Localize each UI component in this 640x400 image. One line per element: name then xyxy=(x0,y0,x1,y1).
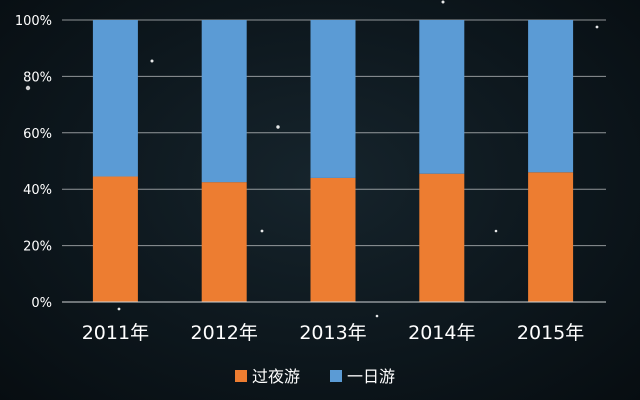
y-tick-label: 80% xyxy=(23,70,52,85)
sparkle-dot xyxy=(25,85,31,91)
background-sparkles xyxy=(25,0,599,318)
bar-series xyxy=(92,20,574,302)
x-tick-label: 2014年 xyxy=(408,322,475,344)
y-tick-label: 100% xyxy=(15,14,52,29)
legend-swatch xyxy=(330,370,342,382)
x-tick-label: 2012年 xyxy=(191,322,258,344)
sparkle-dot xyxy=(117,307,121,311)
bar-segment xyxy=(310,20,356,178)
sparkle-dot xyxy=(375,314,379,318)
x-tick-label: 2015年 xyxy=(517,322,584,344)
y-tick-label: 40% xyxy=(23,183,52,198)
bar-segment xyxy=(528,20,574,173)
y-tick-label: 20% xyxy=(23,240,52,255)
sparkle-dot xyxy=(150,59,154,63)
bar-segment xyxy=(92,20,138,177)
bar-segment xyxy=(201,182,247,302)
legend: 过夜游 一日游 xyxy=(235,367,395,386)
y-tick-label: 0% xyxy=(31,296,52,311)
x-axis-tick-labels: 2011年 2012年 2013年 2014年 2015年 xyxy=(82,322,585,344)
sparkle-dot xyxy=(494,229,498,233)
sparkle-dot xyxy=(441,0,445,4)
y-tick-label: 60% xyxy=(23,127,52,142)
bar-segment xyxy=(528,172,574,302)
sparkle-dot xyxy=(276,125,280,129)
bar-segment xyxy=(201,20,247,183)
bar-segment xyxy=(92,176,138,302)
bar-segment xyxy=(419,20,465,174)
x-tick-label: 2013年 xyxy=(299,322,366,344)
y-axis-tick-labels: 0% 20% 40% 60% 80% 100% xyxy=(15,14,52,311)
legend-label: 一日游 xyxy=(347,367,395,386)
legend-swatch xyxy=(235,370,247,382)
sparkle-dot xyxy=(595,25,599,29)
legend-label: 过夜游 xyxy=(252,367,300,386)
sparkle-dot xyxy=(260,229,264,233)
x-tick-label: 2011年 xyxy=(82,322,149,344)
bar-segment xyxy=(419,173,465,302)
bar-segment xyxy=(310,177,356,302)
